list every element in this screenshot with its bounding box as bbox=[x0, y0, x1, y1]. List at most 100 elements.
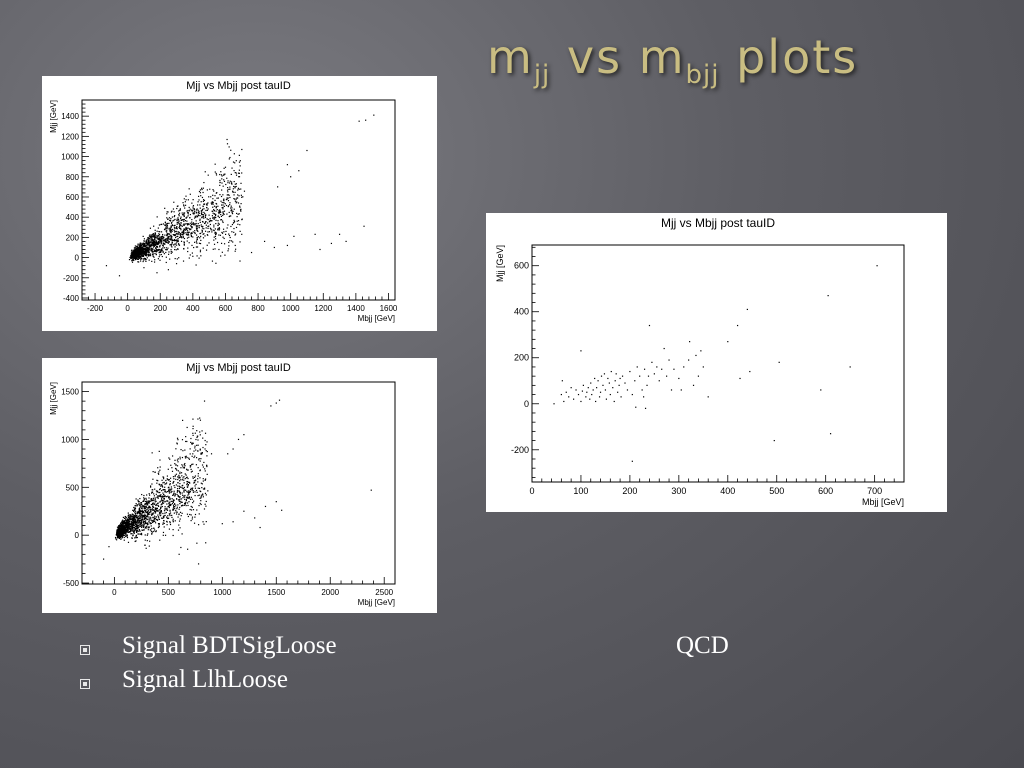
data-point bbox=[224, 173, 226, 175]
data-point bbox=[125, 522, 127, 524]
data-point bbox=[130, 250, 133, 252]
data-point bbox=[196, 246, 199, 248]
data-point bbox=[167, 478, 169, 481]
data-point bbox=[194, 487, 197, 489]
data-point bbox=[170, 486, 173, 488]
data-point bbox=[201, 208, 204, 210]
data-point bbox=[138, 521, 141, 523]
data-point bbox=[130, 258, 132, 260]
data-point bbox=[218, 210, 221, 212]
data-point bbox=[151, 513, 153, 515]
data-point bbox=[218, 228, 221, 230]
data-point bbox=[174, 218, 176, 221]
data-point bbox=[165, 496, 168, 498]
data-point bbox=[137, 257, 139, 259]
data-point bbox=[136, 251, 138, 253]
data-point bbox=[164, 489, 166, 491]
data-point bbox=[132, 521, 134, 523]
data-point bbox=[146, 252, 148, 254]
data-point bbox=[160, 249, 162, 252]
data-point bbox=[130, 533, 132, 535]
data-point bbox=[156, 495, 159, 497]
data-point bbox=[358, 120, 360, 122]
data-point bbox=[177, 494, 179, 497]
data-point bbox=[148, 519, 151, 521]
data-point bbox=[150, 247, 152, 249]
data-point bbox=[223, 213, 225, 216]
data-point bbox=[147, 247, 149, 249]
data-point bbox=[170, 243, 172, 246]
data-point bbox=[146, 250, 148, 252]
data-point bbox=[177, 243, 180, 245]
data-point bbox=[204, 171, 206, 173]
y-axis-label: Mjj [GeV] bbox=[49, 100, 58, 133]
data-point bbox=[192, 509, 195, 511]
data-point bbox=[116, 533, 118, 535]
data-point bbox=[148, 242, 150, 244]
data-point bbox=[697, 375, 700, 377]
data-point bbox=[235, 226, 238, 229]
data-point bbox=[150, 499, 152, 501]
data-point bbox=[167, 240, 169, 242]
data-point bbox=[193, 213, 195, 215]
data-point bbox=[177, 504, 179, 506]
data-point bbox=[145, 514, 147, 517]
data-point bbox=[157, 242, 159, 244]
data-point bbox=[137, 253, 139, 255]
data-point bbox=[190, 235, 193, 238]
data-point bbox=[139, 506, 142, 508]
data-point bbox=[199, 431, 201, 433]
data-point bbox=[123, 517, 126, 519]
data-point bbox=[138, 247, 140, 249]
data-point bbox=[186, 440, 188, 443]
data-point bbox=[172, 529, 174, 531]
data-point bbox=[146, 237, 149, 239]
y-tick-label: 0 bbox=[75, 254, 80, 263]
data-point bbox=[174, 486, 176, 489]
data-point bbox=[290, 176, 292, 178]
data-point bbox=[208, 214, 210, 216]
data-point bbox=[177, 233, 179, 235]
data-point bbox=[190, 468, 192, 470]
data-point bbox=[185, 499, 188, 502]
data-point bbox=[138, 520, 140, 522]
data-point bbox=[201, 452, 203, 454]
data-point bbox=[330, 242, 333, 245]
data-point bbox=[169, 501, 171, 503]
data-point bbox=[142, 511, 144, 513]
data-point bbox=[144, 522, 146, 524]
data-point bbox=[145, 522, 147, 524]
data-point bbox=[173, 478, 175, 480]
data-point bbox=[201, 187, 203, 189]
data-point bbox=[142, 259, 145, 261]
data-point bbox=[144, 253, 146, 255]
data-point bbox=[166, 227, 168, 229]
data-point bbox=[199, 189, 202, 191]
data-point bbox=[154, 488, 156, 490]
x-tick-label: 0 bbox=[529, 486, 534, 496]
data-point bbox=[184, 489, 186, 491]
data-point bbox=[148, 501, 151, 503]
data-point bbox=[119, 527, 121, 529]
data-point bbox=[173, 215, 175, 218]
data-point bbox=[166, 509, 169, 511]
data-point bbox=[153, 527, 155, 529]
data-point bbox=[174, 248, 176, 251]
data-point bbox=[161, 496, 163, 498]
data-point bbox=[123, 525, 126, 528]
data-point bbox=[173, 234, 175, 236]
data-point bbox=[212, 206, 214, 208]
data-point bbox=[189, 508, 191, 511]
data-point bbox=[181, 487, 183, 489]
data-point bbox=[202, 478, 204, 480]
data-point bbox=[154, 232, 156, 234]
data-point bbox=[119, 523, 122, 525]
data-point bbox=[158, 526, 160, 528]
data-point bbox=[197, 478, 199, 480]
data-point bbox=[147, 501, 149, 504]
data-point bbox=[134, 516, 136, 518]
data-point bbox=[152, 513, 154, 515]
data-point bbox=[227, 200, 230, 202]
data-point bbox=[179, 235, 182, 237]
